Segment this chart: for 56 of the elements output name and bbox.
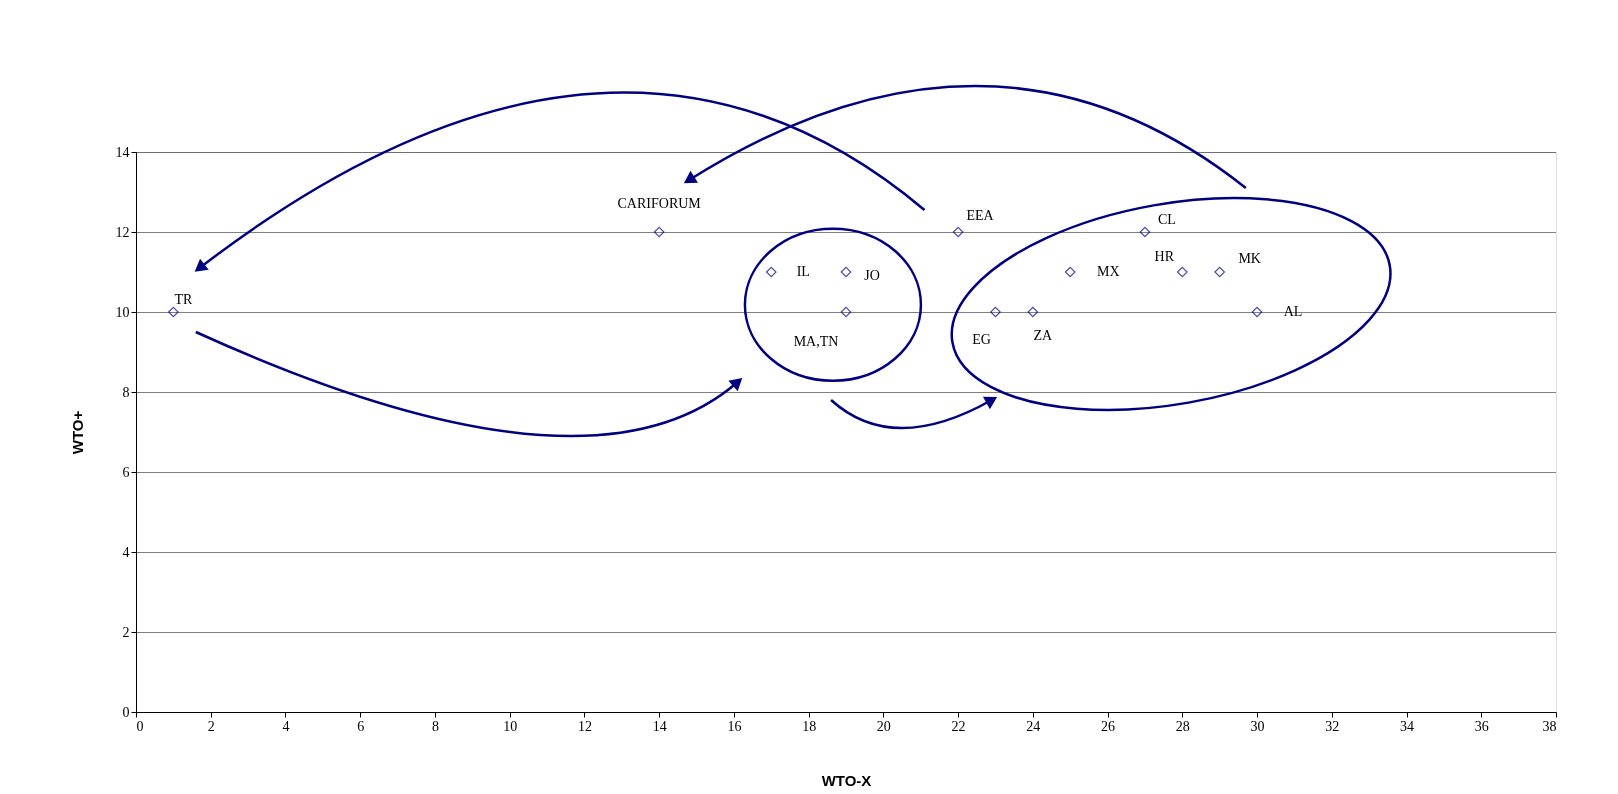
- point: [1064, 266, 1076, 278]
- annotation: CL: [1158, 212, 1176, 227]
- y-tick-label: 10: [115, 304, 130, 320]
- annotation: CARIFORUM: [617, 196, 702, 211]
- x-tick-label: 0: [136, 718, 144, 734]
- annotation: HR: [1154, 249, 1175, 264]
- y-tick-label: 2: [122, 624, 130, 640]
- x-tick-label: 20: [876, 718, 891, 734]
- y-tick-label: 14: [115, 144, 130, 160]
- x-tick-label: 30: [1250, 718, 1265, 734]
- x-tick-label: 34: [1400, 718, 1415, 734]
- point: [168, 306, 179, 318]
- point: [765, 266, 777, 278]
- point: [840, 266, 852, 278]
- point: [1176, 266, 1188, 278]
- annotation: AL: [1283, 304, 1303, 319]
- x-tick-label: 12: [577, 718, 592, 734]
- x-tick-label: 32: [1325, 718, 1340, 734]
- point: [952, 226, 964, 238]
- annotation: MX: [1096, 264, 1120, 279]
- y-tick-label: 0: [122, 704, 130, 720]
- x-tick-label: 6: [357, 718, 365, 734]
- x-tick-label: 36: [1474, 718, 1489, 734]
- annotation: EEA: [966, 208, 995, 223]
- point: [1027, 306, 1039, 318]
- point: [1139, 226, 1151, 238]
- x-tick-label: 2: [207, 718, 215, 734]
- x-tick-label: 22: [951, 718, 966, 734]
- x-tick-label: 8: [431, 718, 439, 734]
- point: [840, 306, 852, 318]
- x-tick-label: 26: [1101, 718, 1116, 734]
- x-tick-label: 10: [503, 718, 518, 734]
- y-tick-label: 4: [122, 544, 130, 560]
- x-tick-label: 38: [1542, 718, 1557, 734]
- point: [1251, 306, 1263, 318]
- annotation: MK: [1238, 251, 1261, 266]
- x-tick-label: 24: [1026, 718, 1041, 734]
- annotation: MA,TN: [793, 334, 839, 349]
- y-axis-title: WTO+: [68, 410, 86, 455]
- x-axis-title: WTO-X: [821, 771, 872, 789]
- x-tick-label: 18: [802, 718, 817, 734]
- y-tick-label: 6: [122, 464, 130, 480]
- x-tick-label: 16: [727, 718, 742, 734]
- x-tick-label: 28: [1175, 718, 1190, 734]
- annotation: ZA: [1033, 328, 1054, 343]
- annotation: JO: [864, 268, 880, 283]
- annotation: TR: [174, 292, 193, 307]
- point: [1214, 266, 1226, 278]
- point: [990, 306, 1001, 318]
- annotation: EG: [972, 332, 991, 347]
- y-tick-label: 8: [122, 384, 130, 400]
- y-tick-label: 12: [115, 224, 130, 240]
- point: [653, 226, 665, 238]
- x-tick-label: 14: [652, 718, 667, 734]
- x-tick-label: 4: [282, 718, 290, 734]
- annotation: IL: [796, 264, 810, 279]
